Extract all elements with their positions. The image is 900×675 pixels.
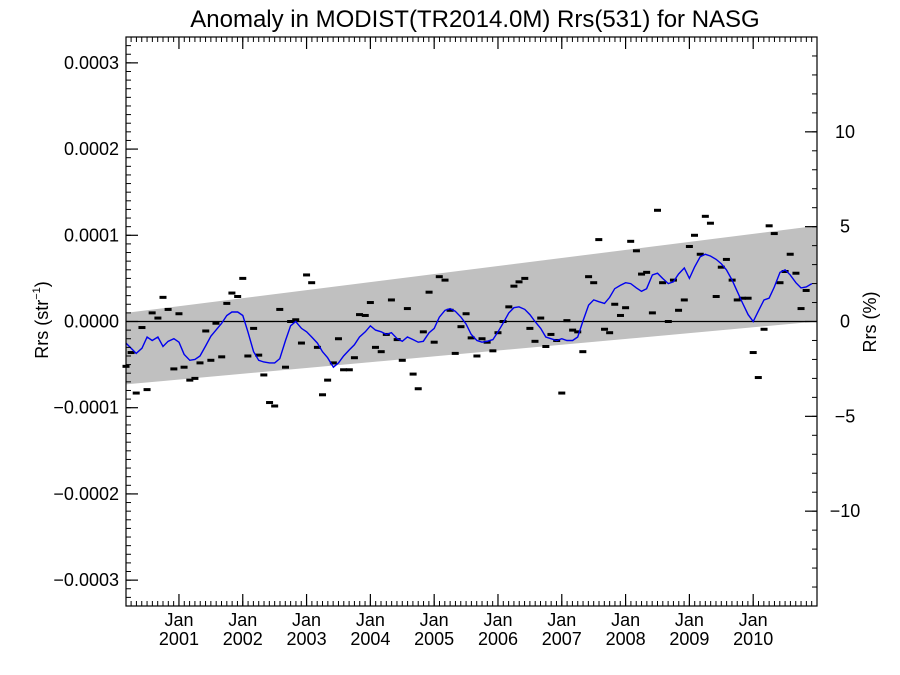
y2-tick-label: −5	[835, 406, 856, 426]
y2-axis-title: Rrs (%)	[860, 292, 880, 353]
x-tick-year: 2009	[669, 629, 709, 649]
x-tick-year: 2004	[350, 629, 390, 649]
x-tick-month: Jan	[164, 610, 193, 630]
axes-layer	[125, 36, 818, 607]
x-tick-year: 2005	[414, 629, 454, 649]
tick-labels-layer: 0.0003 0.0002 0.0001 0.0000 −0.0001 −0.0002 −0…	[53, 53, 860, 649]
y-tick-label: −0.0001	[53, 398, 119, 418]
x-tick-month: Jan	[675, 610, 704, 630]
y-axis-title: Rrs (str−1)	[31, 281, 52, 359]
x-tick-year: 2008	[606, 629, 646, 649]
x-tick-month: Jan	[292, 610, 321, 630]
y2-tick-label: 5	[840, 217, 850, 237]
chart-title: Anomaly in MODIST(TR2014.0M) Rrs(531) fo…	[190, 6, 759, 33]
x-tick-month: Jan	[356, 610, 385, 630]
running-mean-line	[125, 253, 813, 369]
x-tick-year: 2003	[287, 629, 327, 649]
x-tick-month: Jan	[547, 610, 576, 630]
x-tick-month: Jan	[739, 610, 768, 630]
y-tick-label: 0.0000	[64, 312, 119, 332]
y-tick-label: −0.0003	[53, 570, 119, 590]
y2-tick-label: 0	[840, 312, 850, 332]
anomaly-points-layer	[122, 208, 810, 408]
x-tick-month: Jan	[611, 610, 640, 630]
y-tick-label: 0.0001	[64, 225, 119, 245]
y-axis-title-sup: −1	[31, 287, 43, 300]
y2-tick-label: −10	[830, 501, 861, 521]
x-tick-year: 2006	[478, 629, 518, 649]
trend-band	[126, 225, 817, 385]
y-tick-label: 0.0002	[64, 139, 119, 159]
trend-band-layer	[126, 225, 817, 385]
y-axis-title-close: )	[32, 281, 52, 287]
y-axis-title-text: Rrs (str	[32, 300, 52, 359]
x-tick-year: 2001	[159, 629, 199, 649]
x-tick-year: 2002	[223, 629, 263, 649]
y-tick-label: −0.0002	[53, 484, 119, 504]
y-tick-label: 0.0003	[64, 53, 119, 73]
x-tick-month: Jan	[420, 610, 449, 630]
x-tick-month: Jan	[483, 610, 512, 630]
x-tick-year: 2007	[542, 629, 582, 649]
x-tick-year: 2010	[733, 629, 773, 649]
y2-tick-label: 10	[835, 122, 855, 142]
running-mean-layer	[125, 253, 813, 369]
x-tick-month: Jan	[228, 610, 257, 630]
